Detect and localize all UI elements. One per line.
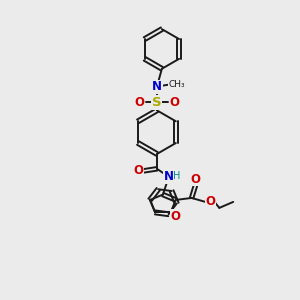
Text: N: N — [152, 80, 162, 93]
Text: S: S — [152, 96, 162, 109]
Text: O: O — [190, 172, 201, 186]
Text: O: O — [206, 195, 215, 208]
Text: O: O — [171, 210, 181, 223]
Text: O: O — [134, 96, 144, 109]
Text: H: H — [173, 171, 180, 181]
Text: O: O — [170, 96, 180, 109]
Text: CH₃: CH₃ — [168, 80, 185, 89]
Text: O: O — [133, 164, 143, 177]
Text: N: N — [164, 170, 174, 183]
